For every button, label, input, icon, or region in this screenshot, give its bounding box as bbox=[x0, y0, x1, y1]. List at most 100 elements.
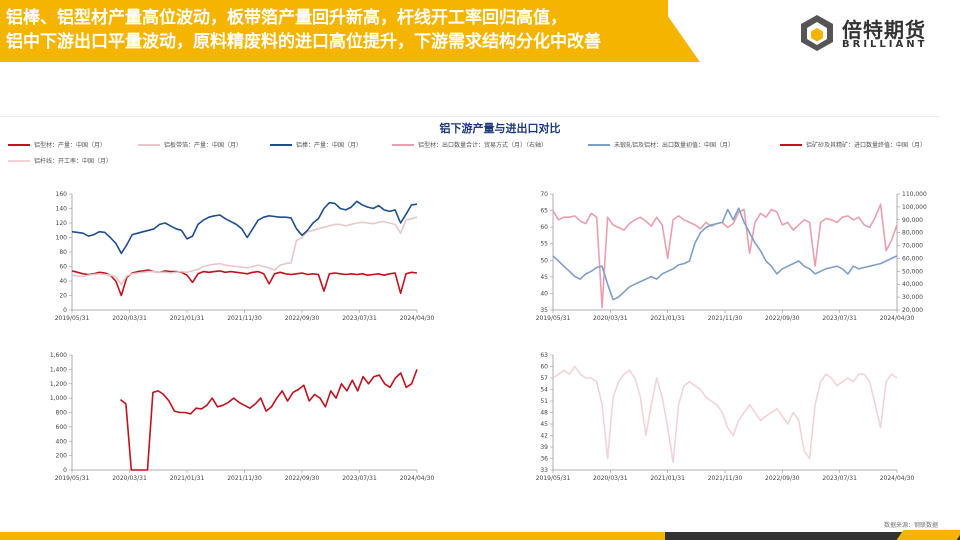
y-tick-label: 42 bbox=[540, 433, 548, 440]
x-tick-label: 2024/04/30 bbox=[400, 315, 435, 322]
legend-swatch bbox=[588, 143, 610, 146]
y-tick-label: 1,200 bbox=[50, 381, 67, 388]
y-tick-label: 54 bbox=[540, 387, 548, 394]
x-tick-label: 2020/03/31 bbox=[593, 315, 628, 322]
x-tick-label: 2021/01/31 bbox=[170, 315, 205, 322]
legend-swatch bbox=[392, 143, 414, 146]
y2-tick-label: 110,000 bbox=[902, 191, 927, 198]
series-line bbox=[71, 200, 418, 255]
y2-tick-label: 80,000 bbox=[902, 230, 923, 237]
y2-tick-label: 60,000 bbox=[902, 255, 923, 262]
y-tick-label: 80 bbox=[59, 249, 67, 256]
y-tick-label: 120 bbox=[56, 220, 68, 227]
y-tick-label: 40 bbox=[540, 290, 548, 297]
y-tick-label: 50 bbox=[540, 257, 548, 264]
legend-item: 铝板带箔：产量：中国（月） bbox=[138, 140, 242, 149]
y2-tick-label: 40,000 bbox=[902, 281, 923, 288]
chart-title: 铝下游产量与进出口对比 bbox=[439, 122, 561, 135]
x-tick-label: 2024/04/30 bbox=[400, 475, 435, 482]
y-tick-label: 57 bbox=[540, 375, 548, 382]
legend-item: 铝型材：产量：中国（月） bbox=[8, 140, 106, 149]
x-tick-label: 2019/05/31 bbox=[55, 315, 90, 322]
chart-legend: 铝型材：产量：中国（月） 铝板带箔：产量：中国（月） 铝棒：产量：中国（月） 铝… bbox=[8, 140, 948, 174]
y-tick-label: 140 bbox=[56, 206, 68, 213]
footer-accent bbox=[896, 530, 960, 540]
y-tick-label: 1,600 bbox=[50, 352, 67, 359]
y-tick-label: 0 bbox=[63, 467, 67, 474]
y-tick-label: 63 bbox=[540, 352, 548, 359]
x-tick-label: 2022/09/30 bbox=[765, 315, 800, 322]
y-tick-label: 800 bbox=[56, 410, 68, 417]
x-tick-label: 2022/09/30 bbox=[765, 475, 800, 482]
source-note: 数据来源：钢联数据 bbox=[884, 522, 939, 529]
footer-bar-dark bbox=[665, 532, 960, 540]
legend-swatch bbox=[8, 143, 30, 146]
footer-bar bbox=[0, 532, 665, 540]
y-tick-label: 60 bbox=[59, 264, 67, 271]
legend-swatch bbox=[8, 159, 30, 162]
y-tick-label: 33 bbox=[540, 467, 548, 474]
y-tick-label: 45 bbox=[540, 274, 548, 281]
x-tick-label: 2022/09/30 bbox=[285, 315, 320, 322]
x-tick-label: 2024/04/30 bbox=[880, 475, 915, 482]
legend-label: 铝棒：产量：中国（月） bbox=[296, 142, 363, 149]
x-tick-label: 2021/01/31 bbox=[650, 475, 685, 482]
y2-tick-label: 90,000 bbox=[902, 217, 923, 224]
x-tick-label: 2024/04/30 bbox=[880, 315, 915, 322]
legend-item: 铝杆线：开工率：中国（月） bbox=[8, 156, 112, 165]
headline-line-2: 铝中下游出口平量波动，原料精废料的进口高位提升，下游需求结构分化中改善 bbox=[6, 32, 601, 52]
legend-label: 铝型材：产量：中国（月） bbox=[34, 142, 107, 149]
x-tick-label: 2020/03/31 bbox=[593, 475, 628, 482]
y-tick-label: 48 bbox=[540, 410, 548, 417]
y2-tick-label: 100,000 bbox=[902, 204, 927, 211]
y-tick-label: 39 bbox=[540, 444, 548, 451]
brand-logo: 倍特期货 BRILLIANT bbox=[800, 14, 940, 58]
x-tick-label: 2023/07/31 bbox=[822, 315, 857, 322]
legend-swatch bbox=[780, 143, 802, 146]
y-tick-label: 1,000 bbox=[50, 395, 67, 402]
x-tick-label: 2019/05/31 bbox=[536, 475, 571, 482]
x-tick-label: 2019/05/31 bbox=[536, 315, 571, 322]
y2-tick-label: 20,000 bbox=[902, 307, 923, 314]
legend-label: 铝矿砂及其精矿：进口数量终值：中国（月） bbox=[806, 142, 927, 149]
y-tick-label: 35 bbox=[540, 307, 548, 314]
cube-logo-icon bbox=[801, 15, 833, 51]
y-tick-label: 65 bbox=[540, 208, 548, 215]
x-tick-label: 2020/03/31 bbox=[112, 315, 147, 322]
x-tick-label: 2021/01/31 bbox=[650, 315, 685, 322]
legend-item: 未锻轧铝及铝材：出口数量初值：中国（月） bbox=[588, 140, 734, 149]
y-tick-label: 51 bbox=[540, 398, 548, 405]
x-tick-label: 2021/11/30 bbox=[708, 315, 743, 322]
series-line bbox=[552, 203, 898, 309]
y2-tick-label: 70,000 bbox=[902, 243, 923, 250]
legend-label: 铝板带箔：产量：中国（月） bbox=[164, 142, 243, 149]
y-tick-label: 60 bbox=[540, 224, 548, 231]
x-tick-label: 2023/07/31 bbox=[822, 475, 857, 482]
y-tick-label: 55 bbox=[540, 241, 548, 248]
series-line bbox=[71, 216, 418, 286]
legend-item: 铝棒：产量：中国（月） bbox=[270, 140, 362, 149]
x-tick-label: 2022/09/30 bbox=[285, 475, 320, 482]
y-tick-label: 600 bbox=[56, 424, 68, 431]
divider bbox=[0, 116, 940, 117]
logo-name-en: BRILLIANT bbox=[842, 39, 928, 50]
y2-tick-label: 30,000 bbox=[902, 294, 923, 301]
y-tick-label: 36 bbox=[540, 456, 548, 463]
y-tick-label: 60 bbox=[540, 364, 548, 371]
x-tick-label: 2021/11/30 bbox=[227, 315, 262, 322]
x-tick-label: 2021/11/30 bbox=[708, 475, 743, 482]
y-tick-label: 200 bbox=[56, 453, 68, 460]
y-tick-label: 45 bbox=[540, 421, 548, 428]
y-tick-label: 0 bbox=[63, 307, 67, 314]
legend-label: 未锻轧铝及铝材：出口数量初值：中国（月） bbox=[614, 142, 735, 149]
x-tick-label: 2019/05/31 bbox=[55, 475, 90, 482]
header-banner bbox=[0, 0, 668, 62]
page-headline: 铝棒、铝型材产量高位波动，板带箔产量回升新高，杆线开工率回归高值， 铝中下游出口… bbox=[6, 6, 666, 54]
series-line bbox=[552, 365, 898, 464]
y-tick-label: 400 bbox=[56, 438, 68, 445]
series-line bbox=[552, 207, 898, 301]
legend-item: 铝矿砂及其精矿：进口数量终值：中国（月） bbox=[780, 140, 926, 149]
x-tick-label: 2023/07/31 bbox=[342, 315, 377, 322]
headline-line-1: 铝棒、铝型材产量高位波动，板带箔产量回升新高，杆线开工率回归高值， bbox=[6, 8, 567, 28]
